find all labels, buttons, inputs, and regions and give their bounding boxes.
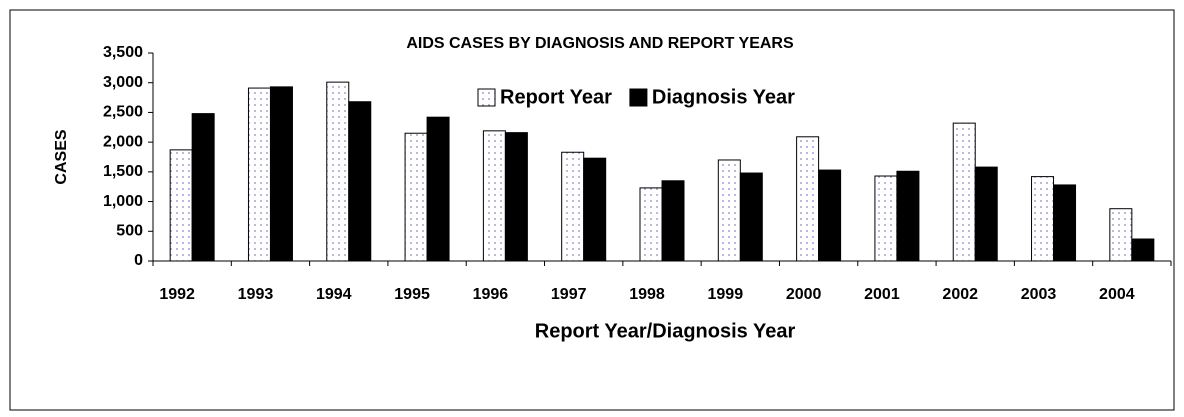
x-tick-label: 1996 — [473, 286, 509, 303]
frame — [9, 9, 1175, 411]
legend-swatch — [629, 88, 648, 107]
x-tick-label: 2001 — [864, 286, 900, 303]
bar — [583, 157, 607, 262]
bar — [247, 87, 271, 262]
bar — [1131, 238, 1155, 262]
bar — [348, 101, 372, 262]
x-tick-label: 1995 — [394, 286, 430, 303]
bar — [896, 170, 920, 262]
bar — [1053, 184, 1077, 262]
bar — [404, 132, 428, 262]
bar — [191, 113, 215, 262]
x-tick-label: 2004 — [1099, 286, 1135, 303]
bar — [1109, 208, 1133, 262]
x-axis-title: Report Year/Diagnosis Year — [535, 320, 796, 342]
x-tick-label: 1993 — [238, 286, 274, 303]
bar — [796, 136, 820, 262]
bar — [1031, 176, 1055, 262]
bar — [661, 180, 685, 262]
bar — [326, 81, 350, 262]
bar — [269, 86, 293, 262]
legend-label: Report Year — [500, 86, 612, 108]
bar — [874, 175, 898, 262]
bar — [561, 151, 585, 262]
bar — [717, 159, 741, 262]
y-tick-label: 1,500 — [103, 163, 143, 180]
bar — [952, 122, 976, 262]
x-tick-label: 1997 — [551, 286, 587, 303]
x-tick-label: 1992 — [159, 286, 195, 303]
y-tick-label: 2,500 — [103, 104, 143, 121]
bar — [482, 130, 506, 262]
bar — [504, 132, 528, 262]
x-tick-label: 1999 — [708, 286, 744, 303]
x-tick-label: 1998 — [629, 286, 665, 303]
y-axis-title: CASES — [53, 129, 70, 184]
y-tick-label: 2,000 — [103, 133, 143, 150]
x-tick-label: 2003 — [1021, 286, 1057, 303]
y-tick-label: 0 — [134, 252, 143, 269]
bar — [818, 169, 842, 262]
bar — [169, 149, 193, 262]
x-tick-label: 2002 — [942, 286, 978, 303]
bar — [739, 172, 763, 262]
legend-label: Diagnosis Year — [652, 86, 795, 108]
bar — [426, 116, 450, 262]
bar — [639, 187, 663, 262]
y-tick-label: 3,500 — [103, 44, 143, 61]
legend-swatch — [477, 88, 496, 107]
y-tick-label: 1,000 — [103, 193, 143, 210]
x-tick-label: 2000 — [786, 286, 822, 303]
x-tick-label: 1994 — [316, 286, 352, 303]
y-tick-label: 500 — [116, 223, 143, 240]
y-tick-label: 3,000 — [103, 74, 143, 91]
bar — [974, 166, 998, 262]
chart-title: AIDS CASES BY DIAGNOSIS AND REPORT YEARS — [406, 35, 794, 52]
